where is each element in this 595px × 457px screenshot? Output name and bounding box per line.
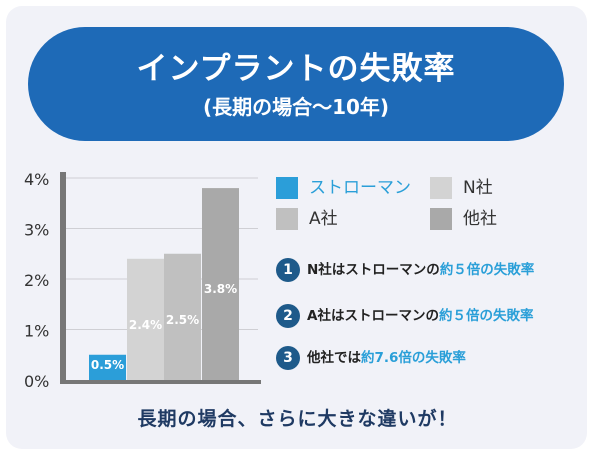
note-highlight: 約５倍の失敗率 bbox=[439, 262, 535, 278]
note-text: 他社では約7.6倍の失敗率 bbox=[307, 346, 466, 370]
note-text: N社はストローマンの約５倍の失敗率 bbox=[307, 258, 534, 282]
y-axis bbox=[60, 172, 66, 380]
legend-swatch bbox=[276, 177, 298, 199]
y-tick-label: 0% bbox=[24, 372, 49, 391]
legend-swatch bbox=[430, 177, 452, 199]
legend-label: 他社 bbox=[463, 209, 497, 229]
legend-swatch bbox=[276, 208, 298, 230]
legend-label: A社 bbox=[309, 209, 338, 229]
bar bbox=[202, 188, 239, 380]
note-prefix: A社はストローマンの bbox=[307, 308, 439, 324]
note-highlight: 約５倍の失敗率 bbox=[438, 308, 534, 324]
y-tick-label: 2% bbox=[24, 271, 49, 290]
bar bbox=[127, 258, 164, 380]
chart-subtitle: (長期の場合〜10年) bbox=[202, 95, 390, 119]
note-prefix: 他社では bbox=[307, 350, 361, 366]
note-highlight: 約7.6倍の失敗率 bbox=[361, 350, 466, 366]
chart-title: インプラントの失敗率 bbox=[136, 51, 456, 87]
note-number-badge: 2 bbox=[276, 304, 300, 328]
legend-label: N社 bbox=[463, 178, 493, 198]
note-number-badge: 1 bbox=[276, 258, 300, 282]
bar bbox=[89, 354, 126, 380]
title-banner: インプラントの失敗率 (長期の場合〜10年) bbox=[28, 27, 564, 141]
data-label: 3.8% bbox=[204, 282, 237, 296]
y-tick-label: 1% bbox=[24, 322, 49, 341]
legend-label: ストローマン bbox=[309, 178, 411, 198]
data-label: 0.5% bbox=[91, 358, 124, 372]
footer-caption: 長期の場合、さらに大きな違いが！ bbox=[137, 408, 458, 430]
y-tick-label: 3% bbox=[24, 221, 49, 240]
x-axis bbox=[60, 380, 261, 384]
note-number-badge: 3 bbox=[276, 346, 300, 370]
note-text: A社はストローマンの約５倍の失敗率 bbox=[307, 304, 533, 328]
data-label: 2.4% bbox=[129, 318, 162, 332]
data-label: 2.5% bbox=[166, 313, 199, 327]
note-prefix: N社はストローマンの bbox=[307, 262, 440, 278]
legend-swatch bbox=[430, 208, 452, 230]
bar bbox=[164, 253, 201, 380]
y-tick-label: 4% bbox=[24, 170, 49, 189]
